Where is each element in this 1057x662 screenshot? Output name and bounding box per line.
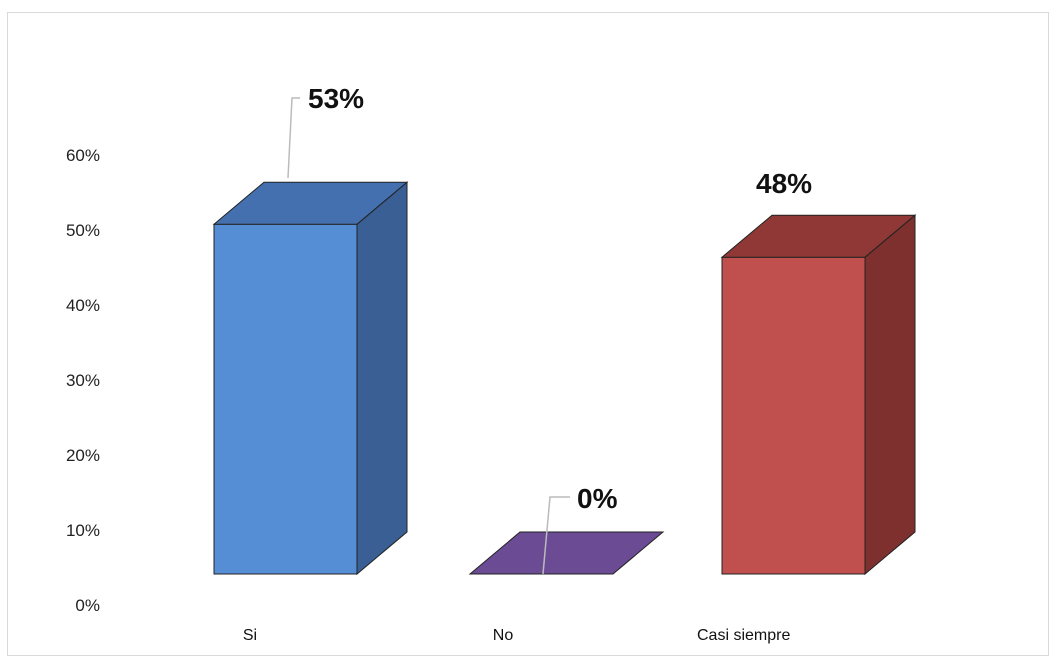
leader-line	[542, 496, 570, 575]
bar-si	[212, 181, 409, 576]
category-label: Si	[243, 627, 257, 644]
bars	[212, 181, 917, 576]
bar-side	[356, 181, 408, 576]
category-labels: Si No Casi siempre	[243, 627, 791, 644]
y-axis-ticks: 0% 10% 20% 30% 40% 50% 60%	[66, 146, 100, 615]
y-tick-label: 60%	[66, 146, 100, 165]
bar-no	[468, 531, 665, 575]
category-label: Casi siempre	[697, 627, 790, 644]
leader-line	[287, 97, 300, 179]
bar-front	[213, 223, 358, 575]
bar-casi-siempre	[720, 214, 917, 576]
data-label: 0%	[577, 483, 618, 514]
data-label: 53%	[308, 83, 364, 114]
y-tick-label: 50%	[66, 221, 100, 240]
y-tick-label: 10%	[66, 521, 100, 540]
bar-top	[212, 181, 409, 225]
y-tick-label: 40%	[66, 296, 100, 315]
data-label: 48%	[756, 168, 812, 199]
data-labels: 53% 0% 48%	[287, 83, 812, 575]
y-tick-label: 20%	[66, 446, 100, 465]
bar-top	[720, 214, 917, 258]
bar-front	[721, 256, 866, 575]
bar-top	[468, 531, 665, 575]
y-tick-label: 0%	[75, 596, 100, 615]
category-label: No	[493, 627, 514, 644]
bar-side	[864, 214, 916, 576]
y-tick-label: 30%	[66, 371, 100, 390]
